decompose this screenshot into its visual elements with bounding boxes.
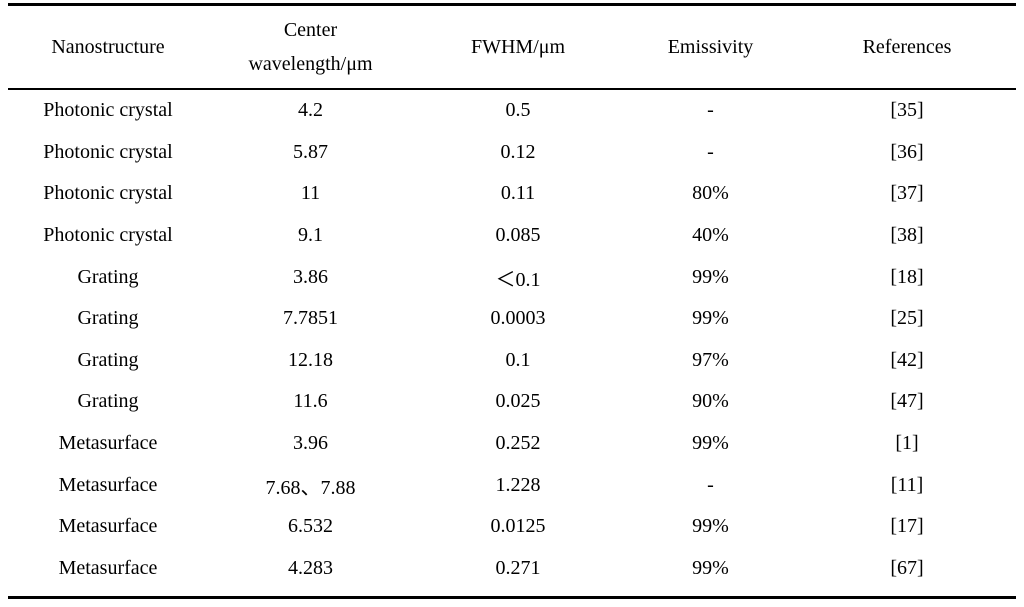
- cell-emissivity: 97%: [692, 348, 729, 371]
- cell-fwhm: 0.085: [495, 224, 541, 247]
- table-row: Photonic crystal 11 0.11 80% [37]: [8, 173, 1016, 215]
- cell-center-wavelength: 12.18: [288, 348, 333, 371]
- cell-emissivity: 99%: [692, 265, 729, 288]
- cell-emissivity: -: [707, 99, 714, 122]
- table-row: Metasurface 7.68、7.88 1.228 - [11]: [8, 464, 1016, 506]
- cell-emissivity: 99%: [692, 515, 729, 538]
- cell-fwhm: 0.025: [495, 390, 541, 413]
- cell-center-wavelength: 6.532: [288, 515, 333, 538]
- cell-center-wavelength: 7.68、7.88: [265, 476, 356, 499]
- cell-fwhm: 1.228: [495, 473, 541, 496]
- table-row: Photonic crystal 4.2 0.5 - [35]: [8, 90, 1016, 132]
- header-emissivity: Emissivity: [667, 36, 754, 58]
- table-header: Nanostructure Center wavelength/μm FWHM/…: [8, 6, 1016, 88]
- table-row: Metasurface 3.96 0.252 99% [1]: [8, 423, 1016, 465]
- cell-reference: [25]: [890, 307, 924, 330]
- cell-reference: [11]: [890, 473, 924, 496]
- cell-reference: [36]: [890, 140, 924, 163]
- header-rule: [8, 88, 1016, 90]
- cell-reference: [67]: [890, 556, 924, 579]
- cell-reference: [18]: [890, 265, 924, 288]
- cell-center-wavelength: 4.2: [298, 99, 323, 122]
- table-row: Photonic crystal 9.1 0.085 40% [38]: [8, 215, 1016, 257]
- cell-emissivity: -: [707, 140, 714, 163]
- cell-center-wavelength: 7.7851: [283, 307, 338, 330]
- cell-reference: [35]: [890, 99, 924, 122]
- cell-reference: [1]: [895, 432, 919, 455]
- table-body: Photonic crystal 4.2 0.5 - [35] Photonic…: [8, 90, 1016, 589]
- table-row: Metasurface 4.283 0.271 99% [67]: [8, 548, 1016, 590]
- cell-fwhm: 0.0003: [490, 307, 546, 330]
- cell-emissivity: 99%: [692, 307, 729, 330]
- header-nanostructure: Nanostructure: [51, 36, 165, 58]
- cell-emissivity: 80%: [692, 182, 729, 205]
- cell-emissivity: 90%: [692, 390, 729, 413]
- cell-reference: [17]: [890, 515, 924, 538]
- cell-center-wavelength: 11.6: [293, 390, 328, 413]
- cell-fwhm: 0.5: [505, 99, 531, 122]
- bottom-rule: [8, 596, 1016, 599]
- table-row: Grating 7.7851 0.0003 99% [25]: [8, 298, 1016, 340]
- cell-nanostructure: Metasurface: [58, 556, 158, 579]
- header-center-line2: wavelength/μm: [248, 53, 373, 75]
- header-center-line1: Center: [283, 19, 338, 41]
- cell-fwhm: 0.11: [500, 182, 536, 205]
- cell-center-wavelength: 9.1: [298, 224, 323, 247]
- header-center-wavelength: Center wavelength/μm: [208, 6, 413, 88]
- cell-nanostructure: Photonic crystal: [43, 140, 173, 163]
- cell-nanostructure: Photonic crystal: [43, 182, 173, 205]
- header-fwhm: FWHM/μm: [470, 36, 566, 58]
- cell-fwhm: 0.12: [500, 140, 536, 163]
- cell-center-wavelength: 11: [300, 182, 321, 205]
- table-row: Grating 11.6 0.025 90% [47]: [8, 381, 1016, 423]
- cell-nanostructure: Metasurface: [58, 473, 158, 496]
- cell-reference: [38]: [890, 224, 924, 247]
- cell-nanostructure: Grating: [77, 265, 139, 288]
- table-row: Grating 3.86 ＜0.1 99% [18]: [8, 256, 1016, 298]
- header-references: References: [862, 36, 952, 58]
- cell-center-wavelength: 3.86: [293, 265, 328, 288]
- cell-nanostructure: Metasurface: [58, 432, 158, 455]
- cell-nanostructure: Grating: [77, 348, 139, 371]
- cell-center-wavelength: 5.87: [293, 140, 328, 163]
- cell-nanostructure: Photonic crystal: [43, 99, 173, 122]
- cell-fwhm: ＜0.1: [495, 268, 541, 291]
- cell-fwhm: 0.271: [495, 556, 541, 579]
- cell-emissivity: 40%: [692, 224, 729, 247]
- cell-center-wavelength: 4.283: [288, 556, 333, 579]
- cell-reference: [37]: [890, 182, 924, 205]
- cell-reference: [42]: [890, 348, 924, 371]
- cell-emissivity: 99%: [692, 432, 729, 455]
- cell-center-wavelength: 3.96: [293, 432, 328, 455]
- top-rule: [8, 3, 1016, 6]
- cell-nanostructure: Grating: [77, 390, 139, 413]
- table-row: Photonic crystal 5.87 0.12 - [36]: [8, 132, 1016, 174]
- cell-fwhm: 0.252: [495, 432, 541, 455]
- cell-emissivity: 99%: [692, 556, 729, 579]
- cell-fwhm: 0.1: [505, 348, 531, 371]
- cell-reference: [47]: [890, 390, 924, 413]
- table-row: Metasurface 6.532 0.0125 99% [17]: [8, 506, 1016, 548]
- cell-nanostructure: Photonic crystal: [43, 224, 173, 247]
- data-table: Nanostructure Center wavelength/μm FWHM/…: [8, 0, 1016, 607]
- cell-emissivity: -: [707, 473, 714, 496]
- cell-nanostructure: Grating: [77, 307, 139, 330]
- cell-fwhm: 0.0125: [490, 515, 546, 538]
- cell-nanostructure: Metasurface: [58, 515, 158, 538]
- table-row: Grating 12.18 0.1 97% [42]: [8, 340, 1016, 382]
